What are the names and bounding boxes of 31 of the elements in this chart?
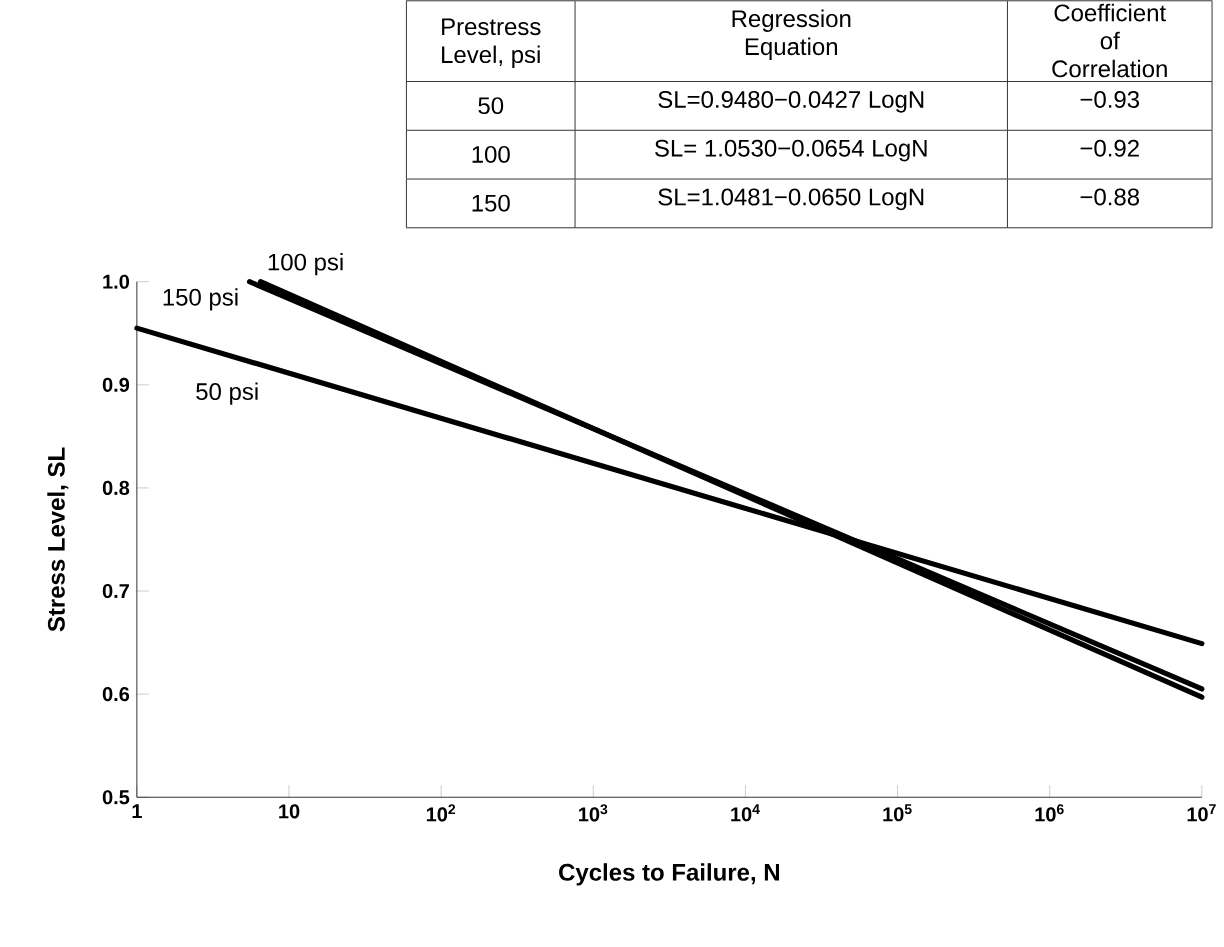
series-label: 100 psi — [268, 252, 343, 276]
y-tick-label: 1.0 — [103, 274, 130, 289]
text: −0.93 — [1080, 90, 1140, 108]
y-tick-label: 0.5 — [102, 790, 130, 805]
x-tick-label: 10$^{5}$ — [883, 804, 912, 822]
text: 150 — [472, 194, 510, 212]
x-tick-label: 10$^{2}$ — [426, 804, 456, 822]
text: 100 — [472, 145, 510, 163]
x-tick-label: 10$^{4}$ — [731, 804, 760, 822]
text: Regression Equation — [732, 9, 851, 60]
text: SL= 1.0530−0.0654 LogN — [655, 139, 927, 162]
y-tick-label: 0.8 — [102, 480, 130, 495]
text: 50 — [478, 97, 504, 115]
y-tick-label: 0.6 — [102, 687, 130, 702]
x-tick-label: 10$^{7}$ — [1187, 804, 1216, 822]
series-label: 150 psi — [163, 288, 238, 311]
text: Prestress Level, psi — [442, 18, 541, 68]
text: SL=1.0481−0.0650 LogN — [658, 188, 924, 211]
x-tick-label: 1 — [132, 804, 142, 818]
x-tick-label: 10 — [279, 804, 300, 819]
y-axis-title: Stress Level, SL — [47, 447, 69, 632]
text: −0.92 — [1080, 139, 1139, 157]
text: SL=0.9480−0.0427 LogN — [658, 90, 924, 113]
y-tick-label: 0.7 — [102, 583, 129, 599]
x-axis-title: Cycles to Failure, N — [559, 863, 779, 886]
y-tick-label: 0.9 — [102, 377, 130, 392]
text: Coefficient of Correlation — [1052, 3, 1167, 78]
x-tick-label: 10$^{3}$ — [579, 804, 608, 822]
text: −0.88 — [1080, 188, 1140, 206]
x-tick-label: 10$^{6}$ — [1035, 804, 1064, 822]
series-label: 50 psi — [196, 382, 258, 405]
